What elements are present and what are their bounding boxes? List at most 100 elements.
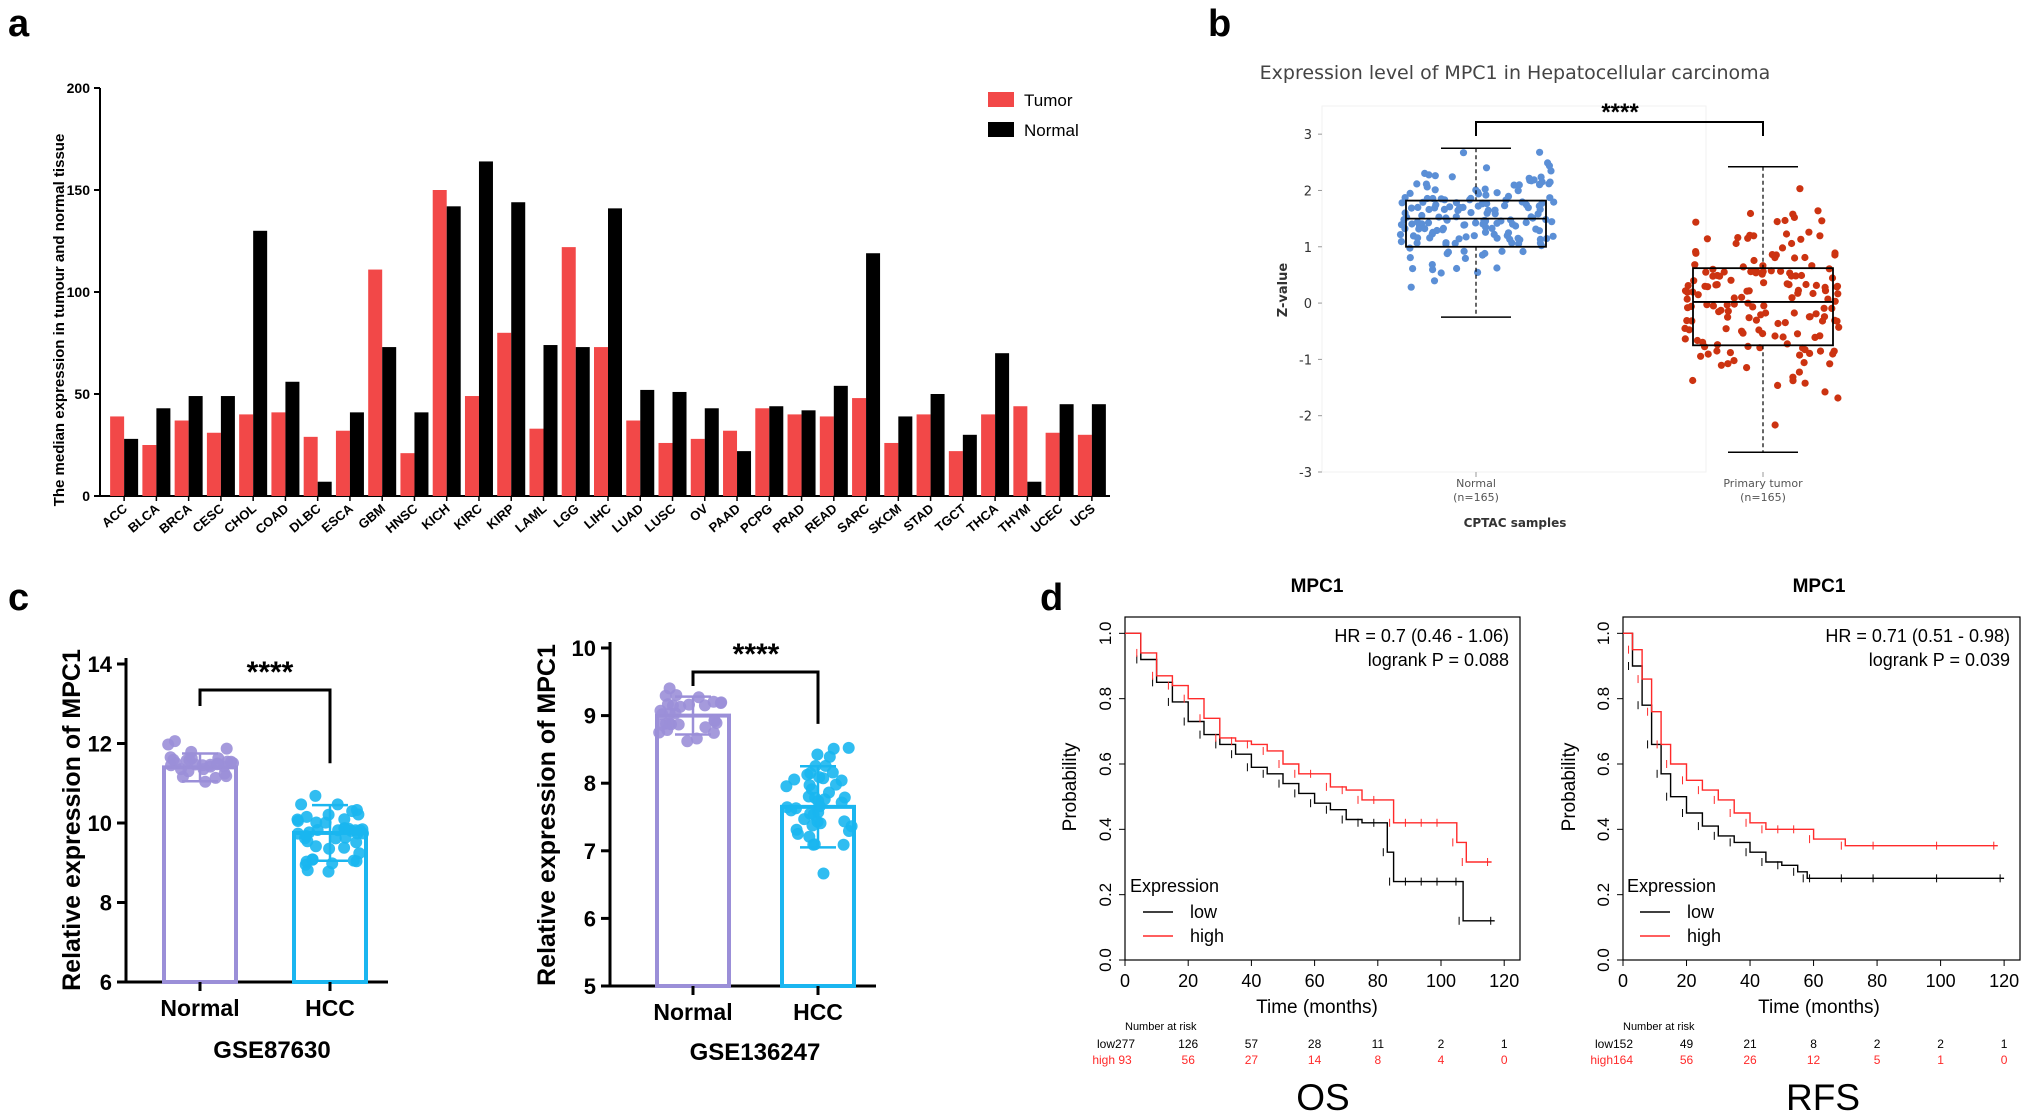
panel-b-point [1739,263,1747,271]
panel-b-point [1488,224,1496,232]
panel-b-point [1546,194,1554,202]
panel-b-box [1692,267,1834,347]
panel-b-point [1414,203,1422,211]
bar-normal-DLBC [317,481,332,496]
panel-b-point [1482,191,1490,199]
panel-b-point [1750,268,1758,276]
bar-tumor-LUSC [658,442,673,496]
legend-label-tumor: Tumor [1024,91,1073,110]
panelC1-point [299,832,311,845]
panel-b-point [1704,283,1712,291]
panel-b-point [1453,264,1461,273]
panel-b-point [1681,324,1689,332]
d2-title: MPC1 [1793,576,1846,597]
bar-normal-THYM [1027,481,1042,496]
panelC1-point [162,738,175,751]
bar-tumor-PCPG [755,408,770,496]
bar-normal-UCEC [1059,404,1074,496]
panel-b-point [1709,265,1717,273]
panelC1-point [225,755,238,768]
panel-b-point [1424,219,1433,227]
panelC2-point [811,748,824,761]
panel-b-point [1692,249,1700,257]
panel-b-point [1549,232,1557,240]
panel-b-ytick-label: 0 [1304,297,1312,312]
panelC2-ytick-label: 7 [584,839,596,864]
panel-b-point [1545,180,1553,188]
panel-a-xtick-label: ESCA [319,500,357,535]
panel-b-point [1407,283,1415,291]
panel-b-point [1790,213,1798,221]
panelD1-risk-value: 277 [1115,1037,1135,1051]
panelD2-xtick-label: 120 [1989,971,2019,991]
panelD2-plot-frame [1622,616,2021,961]
c1-ylabel: Relative expression of MPC1 [58,649,86,991]
panelC1-point [350,804,363,816]
panel-b-point [1800,359,1808,367]
panel-a-xtick-label: KIRP [484,501,518,533]
bar-tumor-ACC [110,416,125,496]
panel-a-bar-chart: The median expression in tumour and norm… [51,80,1110,537]
d1-hr: HR = 0.7 (0.46 - 1.06) [1334,626,1509,646]
panel-b-point [1459,149,1468,157]
panel-b-point [1437,269,1445,277]
panel-b-point [1779,333,1787,341]
bar-normal-PCPG [769,406,784,496]
panel-label-b: b [1208,3,1231,45]
panel-b-point [1743,364,1751,372]
panel-b-point [1834,290,1842,298]
panelD1-ytick-label: 0.0 [1096,948,1115,972]
bar-tumor-LAML [529,428,544,496]
panel-a-ytick-label: 200 [67,80,91,96]
panel-b-point [1428,261,1436,269]
panel-b-point [1760,302,1768,310]
bar-tumor-UCS [1077,434,1092,496]
panelC2-point [809,791,822,804]
d1-ylabel: Probability [1060,742,1081,831]
bar-normal-SARC [866,253,881,496]
panelD2-km-low [1623,632,2005,879]
panelD2-ytick-label: 0.6 [1594,752,1613,776]
panelC2-point [663,682,676,695]
panelD2-xtick-label: 80 [1867,971,1887,991]
bar-tumor-SARC [852,398,867,496]
bar-tumor-READ [819,416,834,496]
c2-significance: **** [733,638,780,671]
panel-b-point [1406,244,1414,252]
panel-b-point [1478,251,1487,259]
panelD1-risk-label-high: high [1092,1053,1115,1067]
panelC2-ytick-label: 9 [584,704,596,729]
panel-a-xtick-label: SARC [834,500,872,536]
panel-b-point [1493,219,1501,227]
panel-b-point [1413,180,1421,188]
panel-b-point [1430,277,1439,285]
panel-b-point [1818,217,1826,225]
panel-b-point [1768,251,1776,259]
panelD2-risk-value: 1 [1937,1053,1944,1067]
panel-a-xtick-label: THCA [964,500,1002,535]
bar-tumor-CHOL [239,414,254,496]
panel-c-gse136247: Relative expression of MPC1 GSE136247 **… [533,636,876,1066]
panel-b-point [1431,172,1439,180]
panel-a-xtick-label: GBM [355,501,388,532]
panel-b-point [1820,304,1828,312]
panel-b-point [1797,271,1806,280]
panel-b-point [1818,317,1827,325]
panel-a-xtick-label: BLCA [125,500,163,535]
panel-a-xtick-label: UCEC [1028,500,1066,536]
panel-b-point [1717,361,1725,369]
panel-b-point [1522,218,1530,227]
panel-b-point [1433,226,1441,235]
bar-tumor-STAD [916,414,931,496]
panel-b-point [1730,357,1738,365]
panelD1-risk-value: 28 [1308,1037,1322,1051]
panel-b-point [1406,254,1414,262]
d1-risk-title: Number at risk [1125,1021,1197,1033]
panelD1-xtick-label: 20 [1178,971,1198,991]
panel-a-xtick-label: OV [687,501,711,525]
panel-a-xtick-label: READ [802,501,840,536]
panel-b-point [1443,250,1451,258]
panelD2-risk-value: 5 [1874,1053,1881,1067]
d1-legend-title: Expression [1130,876,1219,896]
panel-b-box-scatter: Expression level of MPC1 in Hepatocellul… [1260,62,1843,530]
